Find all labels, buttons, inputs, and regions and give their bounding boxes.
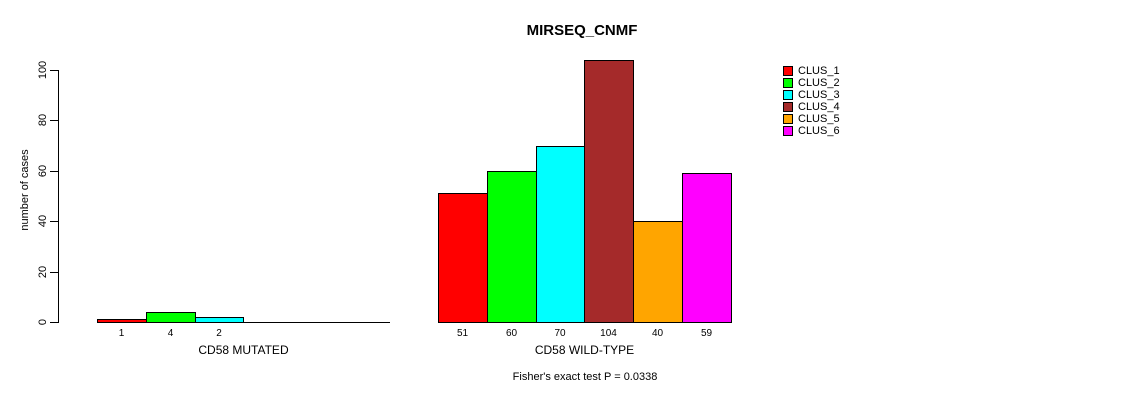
bar — [438, 193, 488, 323]
bar — [584, 60, 634, 323]
y-tick — [50, 70, 58, 71]
legend-swatch — [783, 90, 793, 100]
bar-value-label: 70 — [554, 328, 566, 339]
bar — [487, 171, 537, 323]
y-axis-label: number of cases — [19, 149, 31, 231]
legend-item: CLUS_1 — [783, 65, 840, 77]
legend-label: CLUS_6 — [798, 125, 840, 137]
bar-value-label: 1 — [118, 328, 125, 339]
group-label: CD58 MUTATED — [198, 343, 289, 357]
bar — [536, 146, 585, 323]
legend-swatch — [783, 102, 793, 112]
legend-item: CLUS_2 — [783, 77, 840, 89]
y-tick — [50, 322, 58, 323]
legend-item: CLUS_5 — [783, 113, 840, 125]
bar — [682, 173, 732, 323]
legend-swatch — [783, 78, 793, 88]
y-tick — [50, 171, 58, 172]
y-tick-label: 0 — [37, 318, 49, 326]
bar-value-label: 51 — [456, 328, 469, 339]
legend-item: CLUS_6 — [783, 125, 840, 137]
y-tick-label: 80 — [37, 113, 49, 127]
bar-value-label: 40 — [651, 328, 664, 339]
legend-swatch — [783, 66, 793, 76]
y-tick-label: 100 — [37, 60, 49, 80]
y-tick — [50, 221, 58, 222]
legend-swatch — [783, 114, 793, 124]
fisher-test-note: Fisher's exact test P = 0.0338 — [512, 371, 658, 383]
bar — [633, 221, 683, 323]
y-axis-line — [58, 70, 59, 323]
legend-label: CLUS_4 — [798, 101, 840, 113]
y-tick-label: 20 — [37, 265, 49, 279]
bar-value-label: 2 — [216, 328, 222, 339]
bar — [97, 319, 147, 323]
group-label: CD58 WILD-TYPE — [534, 343, 635, 357]
legend-label: CLUS_2 — [798, 77, 840, 89]
legend-label: CLUS_1 — [798, 65, 840, 77]
legend-swatch — [783, 126, 793, 136]
legend-label: CLUS_3 — [798, 89, 840, 101]
y-tick — [50, 272, 58, 273]
chart-title: MIRSEQ_CNMF — [526, 22, 638, 39]
bar-value-label: 104 — [600, 328, 617, 339]
y-tick-label: 60 — [37, 164, 49, 178]
legend-item: CLUS_3 — [783, 89, 840, 101]
bar-value-label: 4 — [167, 328, 174, 339]
bar-value-label: 60 — [505, 328, 518, 339]
y-tick — [50, 120, 58, 121]
bar — [195, 317, 244, 323]
legend: CLUS_1 CLUS_2 CLUS_3 CLUS_4 CLUS_5 CLUS_6 — [783, 65, 840, 137]
legend-label: CLUS_5 — [798, 113, 840, 125]
bar — [146, 312, 196, 323]
y-tick-label: 40 — [37, 214, 49, 228]
legend-item: CLUS_4 — [783, 101, 840, 113]
bar-value-label: 59 — [700, 328, 713, 339]
